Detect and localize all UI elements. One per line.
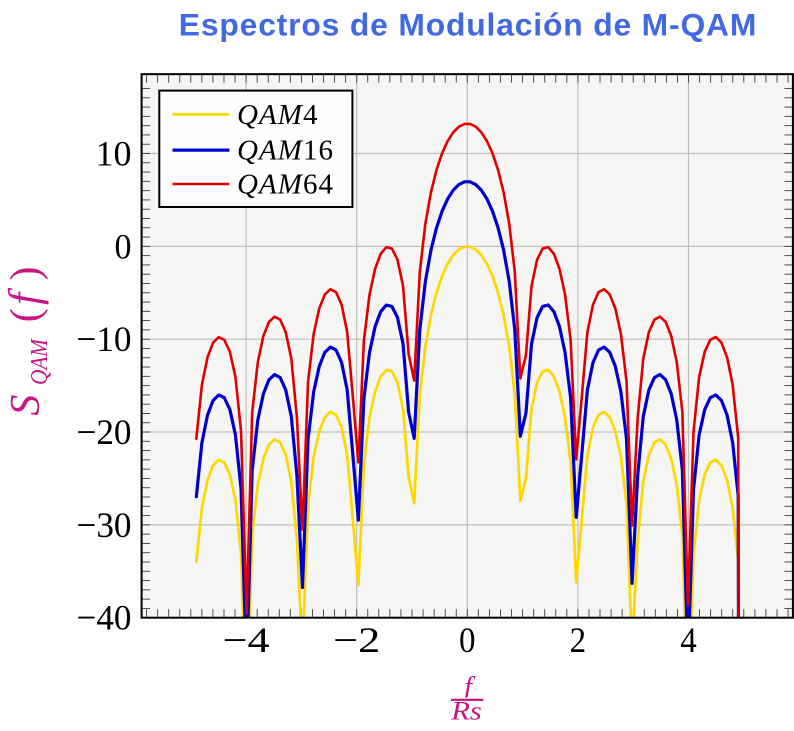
svg-text:Espectros de Modulación de M-Q: Espectros de Modulación de M-QAM [179,6,757,42]
svg-text:2: 2 [570,620,587,660]
svg-text:QAM16: QAM16 [237,135,334,167]
svg-text:): ) [3,267,49,281]
svg-text:QAM: QAM [27,337,53,385]
svg-text:QAM64: QAM64 [237,169,334,201]
svg-text:−40: −40 [77,598,132,638]
svg-text:−30: −30 [77,505,132,545]
svg-text:(: ( [3,308,49,322]
svg-text:−20: −20 [77,412,132,452]
svg-text:Rs: Rs [450,696,482,725]
svg-text:−10: −10 [77,319,132,359]
svg-text:0: 0 [459,620,476,660]
svg-text:10: 10 [96,134,132,174]
svg-text:S: S [3,395,49,416]
svg-text:4: 4 [680,620,697,660]
svg-text:0: 0 [115,226,132,266]
svg-text:−4: −4 [223,620,270,660]
svg-text:−2: −2 [333,620,380,660]
svg-text:QAM4: QAM4 [237,99,319,131]
